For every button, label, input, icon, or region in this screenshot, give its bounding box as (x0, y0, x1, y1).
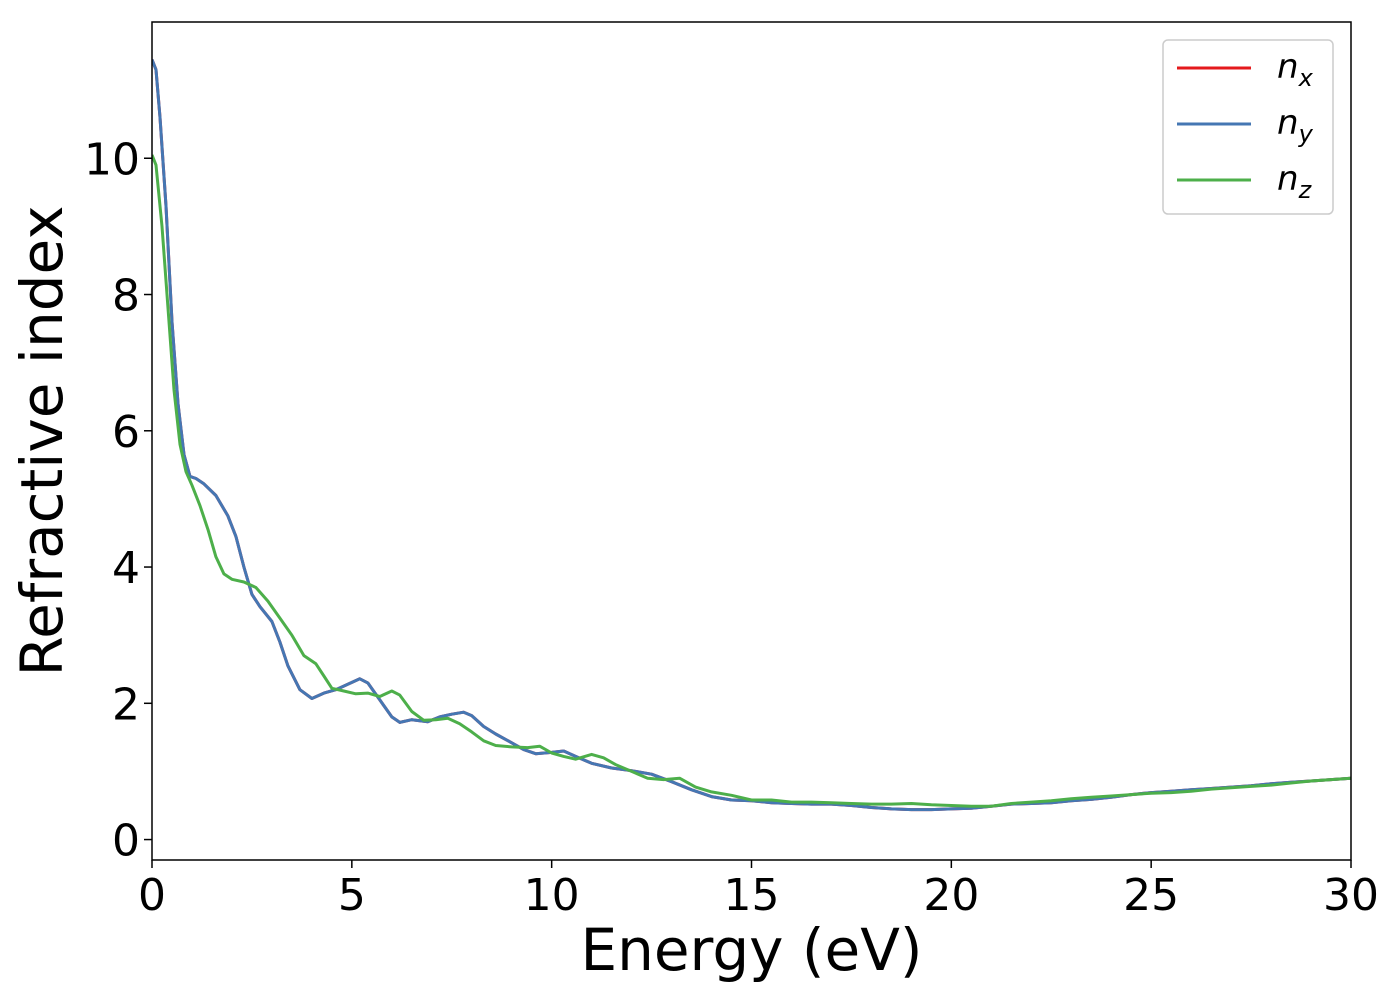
x-tick-label: 25 (1123, 870, 1179, 921)
y-tick-label: 10 (84, 134, 140, 185)
x-tick-label: 15 (724, 870, 780, 921)
plot-lines (152, 58, 1351, 812)
x-tick-label: 30 (1323, 870, 1379, 921)
y-tick-label: 0 (112, 816, 140, 867)
x-tick-label: 5 (338, 870, 366, 921)
y-axis-label: Refractive index (8, 205, 76, 676)
series-line-n-z (152, 154, 1351, 808)
y-tick-label: 2 (112, 679, 140, 730)
y-tick-label: 8 (112, 271, 140, 322)
y-tick-label: 4 (112, 543, 140, 594)
y-tick-label: 6 (112, 407, 140, 458)
x-tick-label: 10 (524, 870, 580, 921)
y-axis-ticks: 0 2 4 6 8 10 (84, 134, 152, 867)
series-line-n-y (152, 58, 1351, 812)
x-axis-label: Energy (eV) (580, 916, 922, 984)
x-tick-label: 0 (138, 870, 166, 921)
x-tick-label: 20 (923, 870, 979, 921)
legend-box (1162, 39, 1334, 215)
x-axis-ticks: 0 5 10 15 20 25 30 (138, 860, 1379, 921)
